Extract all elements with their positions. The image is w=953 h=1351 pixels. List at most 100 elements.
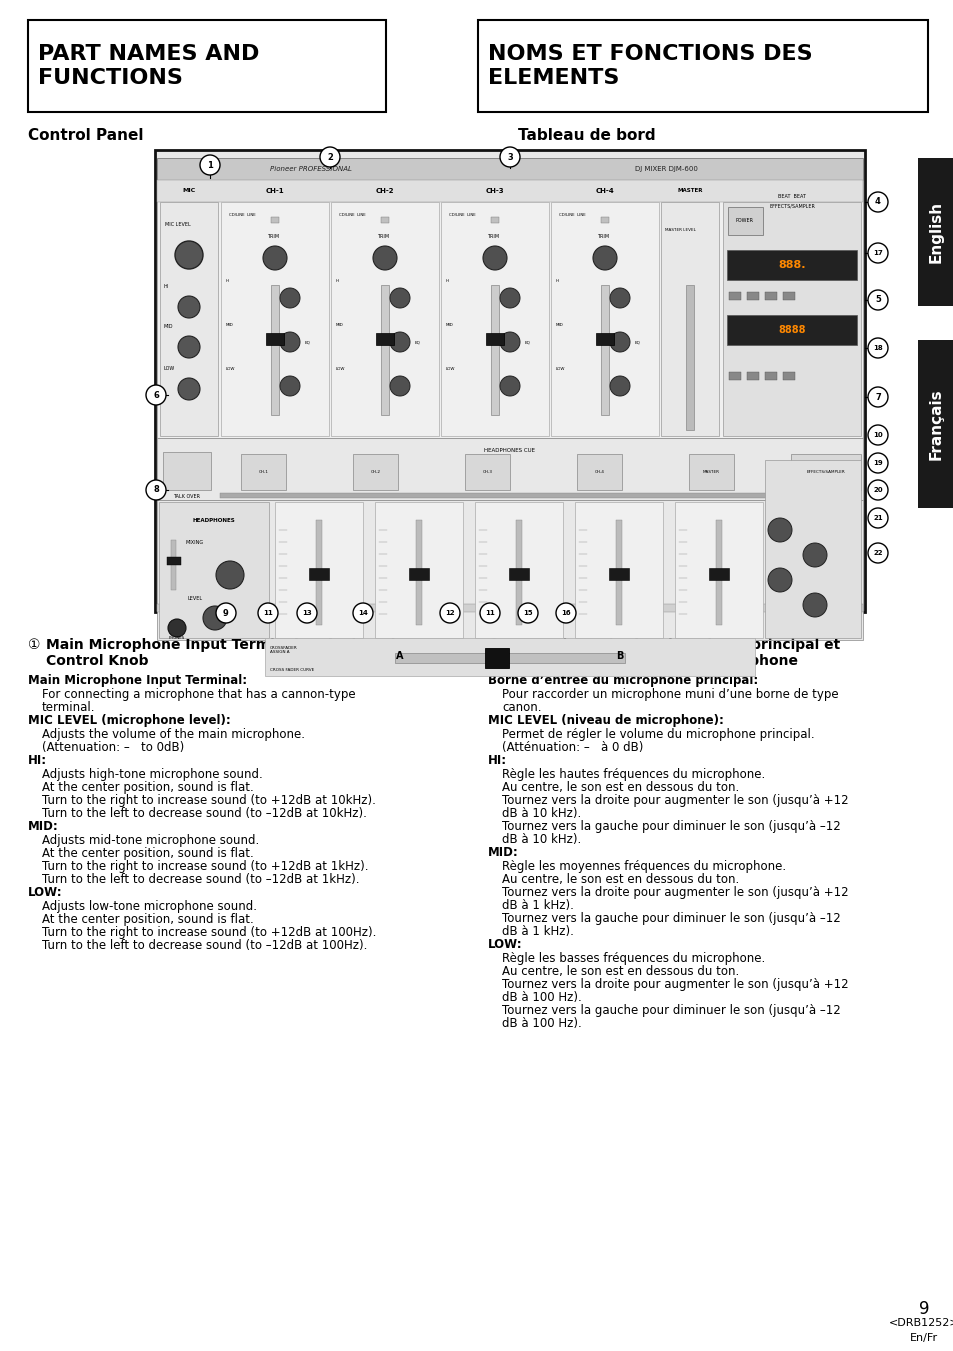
Text: Adjusts mid-tone microphone sound.: Adjusts mid-tone microphone sound. [42, 834, 259, 847]
Bar [157, 180, 862, 203]
Text: LOW: LOW [164, 366, 175, 372]
Circle shape [867, 543, 887, 563]
Circle shape [390, 376, 410, 396]
Text: dB à 100 Hz).: dB à 100 Hz). [501, 1017, 581, 1029]
Text: 11: 11 [263, 611, 273, 616]
Text: MASTER: MASTER [677, 189, 702, 193]
Text: 22: 22 [872, 550, 882, 557]
Text: MID: MID [446, 323, 454, 327]
Text: HI: HI [335, 280, 340, 282]
Text: TRIM: TRIM [267, 235, 279, 239]
Text: EQ: EQ [305, 340, 311, 345]
Text: LOW: LOW [335, 367, 345, 372]
Text: MID: MID [164, 324, 173, 330]
Text: BEAT  BEAT: BEAT BEAT [778, 193, 805, 199]
Text: Borne d’entrée du microphone principal:: Borne d’entrée du microphone principal: [488, 674, 758, 688]
Circle shape [280, 376, 299, 396]
Text: HI: HI [164, 285, 169, 289]
Text: CD/LINE  LINE: CD/LINE LINE [449, 213, 476, 218]
Text: Control Knob: Control Knob [46, 654, 149, 667]
Bar [608, 567, 628, 580]
Bar [440, 203, 548, 436]
Bar [241, 454, 286, 490]
Circle shape [867, 426, 887, 444]
Text: 4: 4 [874, 197, 880, 207]
Circle shape [146, 385, 166, 405]
Text: 9: 9 [918, 1300, 928, 1319]
Text: CH-4: CH-4 [595, 188, 614, 195]
Circle shape [178, 336, 200, 358]
Bar [577, 454, 621, 490]
Bar [764, 459, 861, 638]
Text: HI: HI [446, 280, 450, 282]
Bar [220, 493, 859, 499]
Text: EFFECTS/SAMPLER: EFFECTS/SAMPLER [768, 204, 814, 208]
Bar [727, 207, 762, 235]
Bar [331, 203, 438, 436]
Circle shape [867, 192, 887, 212]
Text: Tournez vers la droite pour augmenter le son (jusqu’à +12: Tournez vers la droite pour augmenter le… [501, 794, 848, 807]
Bar [157, 180, 862, 438]
Circle shape [517, 603, 537, 623]
Text: EQ: EQ [415, 340, 420, 345]
Text: PART NAMES AND
FUNCTIONS: PART NAMES AND FUNCTIONS [38, 45, 259, 88]
Text: EQ: EQ [635, 340, 640, 345]
Circle shape [479, 603, 499, 623]
Bar [491, 218, 498, 223]
Text: Tournez vers la gauche pour diminuer le son (jusqu’à –12: Tournez vers la gauche pour diminuer le … [501, 820, 840, 834]
Text: terminal.: terminal. [42, 701, 95, 713]
Text: dB à 100 Hz).: dB à 100 Hz). [501, 992, 581, 1004]
Bar [395, 653, 624, 663]
Text: Turn to the right to increase sound (to +12dB at 10kHz).: Turn to the right to increase sound (to … [42, 794, 375, 807]
Text: Turn to the left to decrease sound (to –12dB at 10kHz).: Turn to the left to decrease sound (to –… [42, 807, 367, 820]
Text: CD/LINE  LINE: CD/LINE LINE [229, 213, 255, 218]
Bar [271, 218, 278, 223]
Text: Règle les basses fréquences du microphone.: Règle les basses fréquences du microphon… [501, 952, 764, 965]
Text: English: English [927, 201, 943, 263]
Bar [728, 292, 740, 300]
Bar [516, 520, 521, 626]
Bar [722, 203, 861, 436]
Text: CH-3: CH-3 [482, 470, 492, 474]
Text: DJ MIXER DJM-600: DJ MIXER DJM-600 [634, 166, 697, 172]
Bar [309, 567, 329, 580]
Bar [475, 503, 562, 638]
Bar [485, 332, 503, 345]
Text: TRIM: TRIM [597, 235, 608, 239]
Text: 21: 21 [872, 515, 882, 521]
Text: TALK OVER: TALK OVER [173, 494, 200, 500]
Bar [477, 20, 927, 112]
Text: A: A [395, 651, 403, 661]
Text: Règle les hautes fréquences du microphone.: Règle les hautes fréquences du microphon… [501, 767, 764, 781]
Circle shape [215, 561, 244, 589]
Circle shape [867, 508, 887, 528]
Bar [163, 453, 211, 490]
Text: LEVEL: LEVEL [187, 596, 202, 600]
Text: HEADPHONES: HEADPHONES [193, 517, 235, 523]
Text: Adjusts low-tone microphone sound.: Adjusts low-tone microphone sound. [42, 900, 256, 913]
Bar [764, 292, 776, 300]
Circle shape [499, 332, 519, 353]
Text: CH-4: CH-4 [594, 470, 604, 474]
Bar [600, 218, 608, 223]
Text: 19: 19 [872, 459, 882, 466]
Bar [551, 203, 659, 436]
Circle shape [802, 593, 826, 617]
Text: CH-2: CH-2 [370, 470, 380, 474]
Circle shape [802, 543, 826, 567]
Bar [375, 332, 394, 345]
Text: Borne d’entrée du microphone principal et: Borne d’entrée du microphone principal e… [505, 638, 840, 653]
Text: CROSS FADER CURVE: CROSS FADER CURVE [270, 667, 314, 671]
Circle shape [867, 290, 887, 309]
Circle shape [767, 517, 791, 542]
Circle shape [593, 246, 617, 270]
Text: Control Panel: Control Panel [28, 128, 143, 143]
Text: CD/LINE  LINE: CD/LINE LINE [338, 213, 365, 218]
Circle shape [319, 147, 339, 168]
Text: CH-1: CH-1 [258, 470, 268, 474]
Text: For connecting a microphone that has a cannon-type: For connecting a microphone that has a c… [42, 688, 355, 701]
Text: (Atténuation: –   à 0 dB): (Atténuation: – à 0 dB) [501, 740, 642, 754]
Text: B: B [616, 651, 623, 661]
Bar [265, 638, 754, 676]
Text: Main Microphone Input Terminal:: Main Microphone Input Terminal: [28, 674, 247, 688]
